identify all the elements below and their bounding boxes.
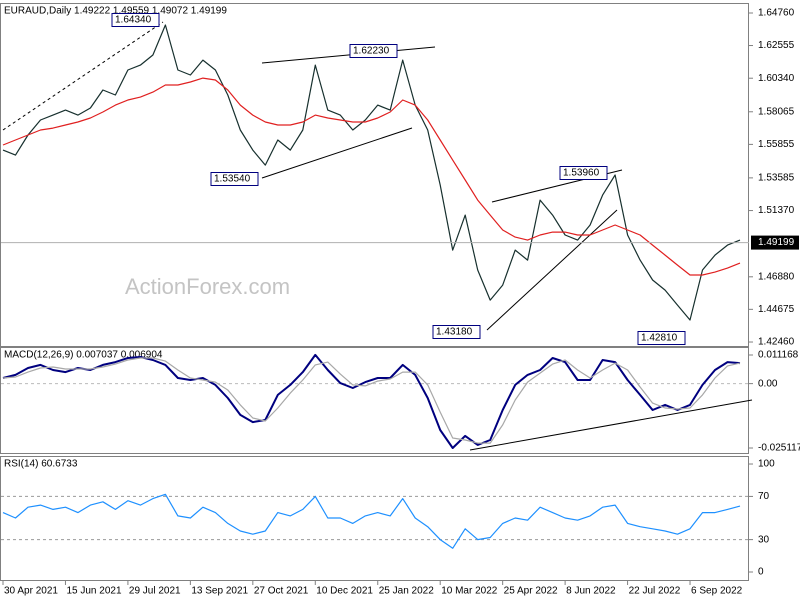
y-tick-label: 1.53585 [758, 173, 795, 184]
annotation-box [637, 331, 686, 345]
x-tick-label: 29 Jul 2021 [129, 586, 181, 597]
y-tick-label: 1.44675 [758, 304, 795, 315]
y-tick-label: 1.55855 [758, 139, 795, 150]
y-tick-label: 1.58065 [758, 106, 795, 117]
rsi-title: RSI(14) 60.6733 [4, 459, 78, 470]
x-tick-label: 27 Oct 2021 [254, 586, 309, 597]
series-line [2, 24, 741, 321]
rsi-panel-frame [0, 456, 749, 581]
y-tick-label: 0.011168 [758, 350, 799, 361]
y-tick-label: 1.64760 [758, 8, 795, 19]
annotation-label: 1.62230 [353, 46, 390, 57]
series-line [2, 353, 741, 449]
trend-line [2, 21, 164, 131]
y-tick-label: -0.025117 [758, 443, 800, 454]
series-line [2, 357, 741, 444]
series-line [2, 493, 741, 549]
x-tick-label: 10 Dec 2021 [316, 586, 373, 597]
y-tick-label: 100 [758, 459, 775, 470]
x-tick-label: 10 Mar 2022 [441, 586, 498, 597]
trend-line [261, 127, 413, 179]
x-tick-label: 13 Sep 2021 [191, 586, 248, 597]
trend-line [486, 209, 618, 331]
series-line [2, 77, 741, 276]
y-tick-label: 1.46880 [758, 271, 795, 282]
annotation-label: 1.53960 [563, 168, 600, 179]
x-tick-label: 25 Jan 2022 [379, 586, 434, 597]
x-tick-label: 22 Jul 2022 [629, 586, 681, 597]
last-price-box [751, 235, 799, 250]
price-panel-frame [0, 3, 749, 347]
y-tick-label: 30 [758, 534, 770, 545]
annotation-box [432, 325, 481, 339]
annotation-box [349, 44, 398, 58]
x-tick-label: 15 Jun 2021 [66, 586, 121, 597]
y-tick-label: 70 [758, 491, 770, 502]
trend-line [469, 399, 753, 451]
annotation-label: 1.53540 [214, 174, 251, 185]
annotation-box [111, 13, 160, 27]
y-tick-label: 1.62555 [758, 40, 795, 51]
watermark: ActionForex.com [125, 274, 290, 299]
x-tick-label: 25 Apr 2022 [504, 586, 558, 597]
annotation-box [559, 166, 608, 180]
macd-title: MACD(12,26,9) 0.007037 0.006904 [4, 350, 163, 361]
annotation-box [210, 172, 259, 186]
y-tick-label: 0.00 [758, 378, 778, 389]
y-tick-label: 1.42460 [758, 337, 795, 348]
y-tick-label: 1.51370 [758, 205, 795, 216]
chart-title: EURAUD,Daily 1.49222 1.49559 1.49072 1.4… [4, 6, 227, 17]
x-tick-label: 8 Jun 2022 [566, 586, 616, 597]
x-tick-label: 30 Apr 2021 [4, 586, 58, 597]
y-tick-label: 0 [758, 567, 764, 578]
annotation-label: 1.42810 [641, 333, 678, 344]
annotation-label: 1.43180 [436, 327, 473, 338]
y-tick-label: 1.60340 [758, 73, 795, 84]
annotation-label: 1.64340 [115, 15, 152, 26]
last-price-label: 1.49199 [758, 237, 795, 248]
x-tick-label: 6 Sep 2022 [691, 586, 743, 597]
trend-line [261, 46, 436, 64]
